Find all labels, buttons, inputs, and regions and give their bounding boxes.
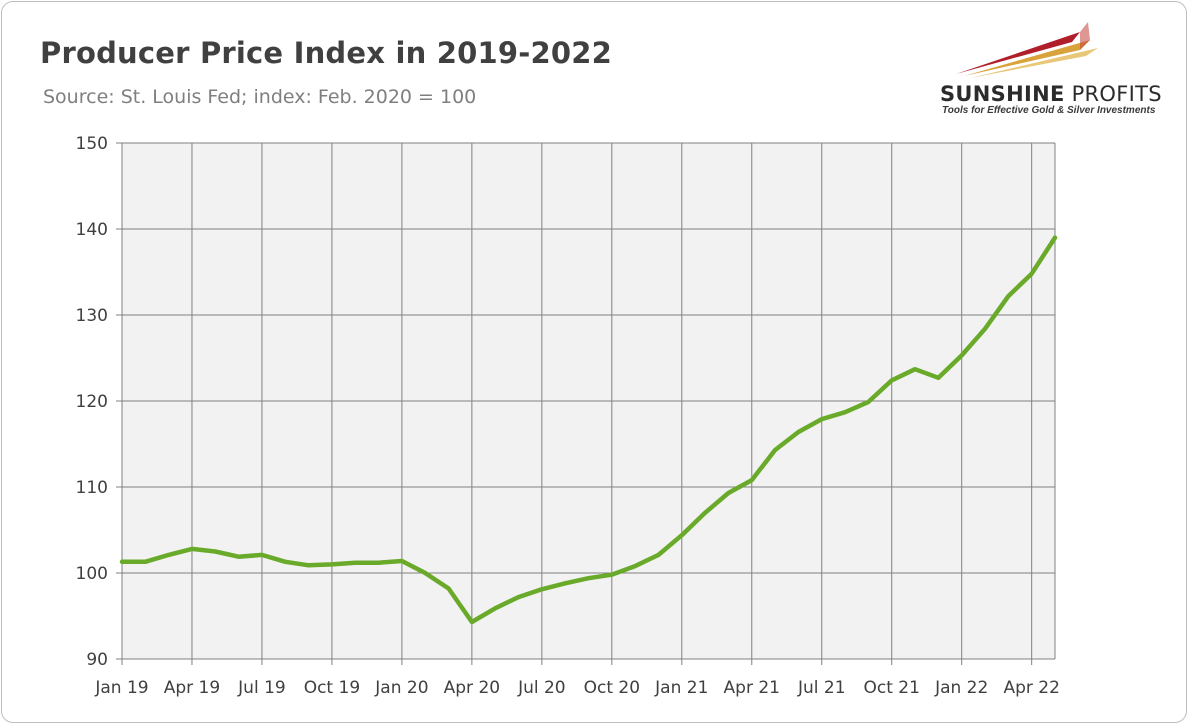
x-tick-label: Jul 20 (517, 678, 566, 698)
chart-subtitle: Source: St. Louis Fed; index: Feb. 2020 … (43, 86, 477, 108)
logo-name-bold: SUNSHINE (940, 82, 1065, 106)
logo-tagline: Tools for Effective Gold & Silver Invest… (942, 105, 1156, 116)
x-tick-label: Apr 20 (444, 678, 500, 698)
ppi-series-line (119, 235, 1058, 625)
x-tick-label: Oct 20 (584, 678, 640, 698)
y-tick-label: 110 (76, 478, 108, 498)
x-tick-label: Jul 21 (797, 678, 846, 698)
y-tick-label: 130 (76, 306, 108, 326)
y-tick-label: 100 (76, 564, 108, 584)
x-tick-label: Apr 19 (164, 678, 220, 698)
y-tick-label: 140 (76, 220, 108, 240)
gridlines (116, 142, 1056, 665)
chart-title: Producer Price Index in 2019-2022 (40, 36, 613, 70)
logo-wordmark: SUNSHINE PROFITS (940, 82, 1162, 106)
x-tick-label: Jan 21 (654, 678, 708, 698)
logo-swoosh-icon (956, 22, 1098, 78)
logo-name-light: PROFITS (1064, 82, 1162, 106)
y-tick-label: 120 (76, 392, 108, 412)
x-tick-label: Jan 20 (374, 678, 428, 698)
x-tick-label: Jul 19 (237, 678, 286, 698)
x-axis-ticks: Jan 19 Apr 19 Jul 19 Oct 19 Jan 20 Apr 20 Jul … (94, 678, 1060, 698)
x-tick-label: Jan 22 (934, 678, 988, 698)
y-axis-ticks: 90 100 110 120 130 140 150 (76, 134, 108, 670)
x-tick-label: Apr 21 (724, 678, 780, 698)
y-tick-label: 150 (76, 134, 108, 154)
y-tick-label: 90 (86, 650, 108, 670)
x-tick-label: Apr 22 (1003, 678, 1059, 698)
x-tick-label: Jan 19 (94, 678, 148, 698)
x-tick-label: Oct 19 (304, 678, 360, 698)
sunshine-profits-logo: SUNSHINE PROFITS Tools for Effective Gol… (930, 18, 1170, 122)
x-tick-label: Oct 21 (864, 678, 920, 698)
